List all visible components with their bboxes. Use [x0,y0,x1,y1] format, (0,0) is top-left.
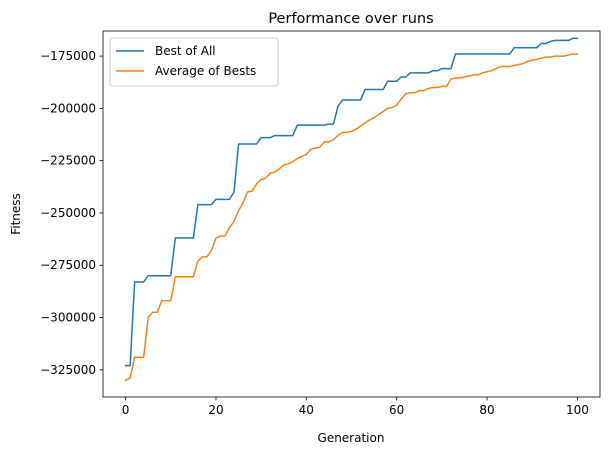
y-tick-label: −300000 [40,311,96,325]
legend-entry-label: Best of All [155,44,216,58]
y-tick-label: −175000 [40,49,96,63]
y-axis: −325000 −300000 −275000 −250000 −225000 −2000… [40,49,103,377]
y-tick-label: −275000 [40,258,96,272]
x-axis-label: Generation [318,431,385,445]
y-tick-label: −325000 [40,363,96,377]
legend-entry-label: Average of Bests [155,64,256,78]
chart-title: Performance over runs [268,11,433,27]
y-tick-label: −225000 [40,154,96,168]
x-tick-label: 60 [389,403,404,417]
y-tick-label: −200000 [40,101,96,115]
series-line-average-of-bests [124,53,579,382]
y-tick-label: −250000 [40,206,96,220]
x-tick-label: 20 [208,403,223,417]
legend: Best of All Average of Bests [109,37,279,87]
plot-background [103,31,600,397]
x-tick-label: 80 [479,403,494,417]
x-axis: 0 20 40 60 80 100 [122,397,589,417]
legend-box [109,37,279,87]
x-tick-label: 0 [122,403,130,417]
y-axis-label: Fitness [9,193,23,235]
plot-frame [102,30,601,398]
series-line-best-of-all [124,37,579,367]
series-layer [124,37,579,382]
x-tick-label: 100 [566,403,589,417]
plot-area [103,31,600,397]
x-tick-label: 40 [299,403,314,417]
